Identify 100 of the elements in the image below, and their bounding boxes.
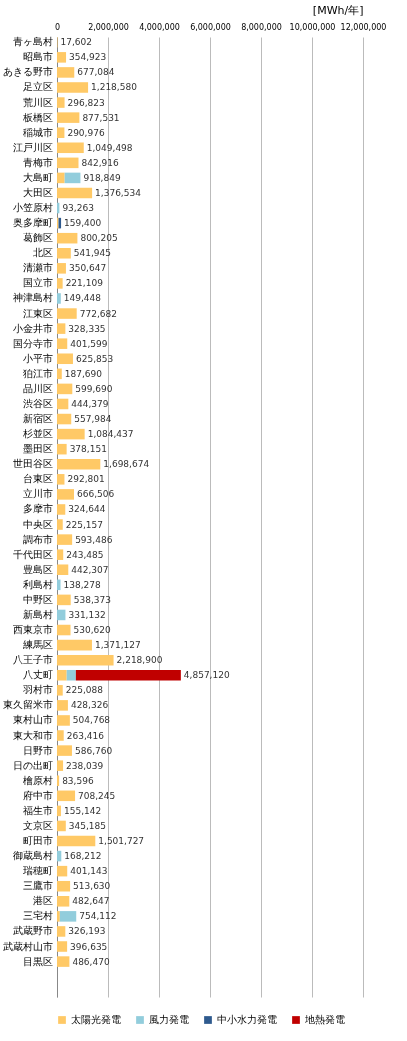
- y-tick-label: 杉並区: [21, 428, 53, 440]
- total-label: 708,245: [78, 790, 116, 801]
- total-label: 666,506: [77, 489, 115, 500]
- total-label: 401,143: [70, 866, 108, 877]
- bar: [57, 624, 71, 636]
- bar: [57, 805, 61, 817]
- total-label: 345,185: [68, 820, 107, 831]
- y-tick-label: 大島町: [22, 171, 53, 183]
- total-label: 328,335: [68, 323, 106, 334]
- total-label: 482,647: [72, 896, 110, 907]
- bar: [57, 458, 101, 470]
- bar: [57, 67, 75, 78]
- total-label: 599,690: [75, 383, 113, 394]
- bar: [57, 368, 62, 380]
- bar: [57, 232, 78, 244]
- x-tick-label: 4,000,000: [139, 22, 180, 32]
- y-tick-label: 北区: [32, 247, 53, 259]
- x-tick-label: 0: [54, 22, 61, 32]
- total-label: 225,157: [65, 519, 103, 530]
- y-tick-label: 板橋区: [21, 111, 53, 123]
- y-tick-label: 三宅村: [22, 910, 53, 922]
- total-label: 396,635: [70, 941, 108, 952]
- total-label: 513,630: [73, 881, 111, 892]
- x-tick-label: 12,000,000: [340, 22, 387, 32]
- total-label: 296,823: [67, 97, 105, 108]
- bar: [57, 519, 63, 530]
- total-label: 225,088: [65, 685, 104, 696]
- total-label: 1,049,498: [86, 142, 133, 153]
- y-tick-label: 品川区: [22, 382, 53, 394]
- bar: [57, 383, 73, 395]
- y-tick-label: 御蔵島村: [12, 850, 53, 862]
- y-tick-label: 奥多摩町: [12, 217, 53, 229]
- total-label: 138,278: [63, 579, 102, 590]
- bar: [75, 669, 181, 681]
- bar: [57, 790, 76, 802]
- bar: [57, 730, 64, 741]
- bar: [59, 911, 77, 922]
- total-label: 187,690: [64, 368, 103, 379]
- total-label: 444,379: [71, 398, 109, 409]
- bar: [57, 700, 68, 711]
- total-label: 324,644: [68, 504, 106, 515]
- bar: [57, 654, 114, 666]
- total-label: 918,849: [83, 172, 121, 183]
- bar: [57, 157, 79, 169]
- total-label: 17,602: [60, 37, 92, 48]
- y-tick-label: 荒川区: [22, 96, 53, 108]
- legend-label: 風力発電: [149, 1014, 189, 1025]
- y-tick-label: 羽村市: [22, 684, 53, 696]
- x-axis-title: [MWh/年]: [312, 3, 364, 17]
- bar: [57, 443, 67, 455]
- y-tick-label: 武蔵野市: [12, 925, 53, 937]
- y-tick-label: 台東区: [22, 473, 53, 485]
- y-tick-label: 中野区: [22, 593, 53, 605]
- bar: [57, 639, 92, 651]
- legend-label: 中小水力発電: [217, 1014, 277, 1025]
- y-tick-label: あきる野市: [2, 66, 53, 78]
- y-tick-label: 東村山市: [12, 714, 53, 726]
- y-tick-label: 小平市: [22, 352, 53, 364]
- bar: [57, 594, 71, 606]
- bar: [57, 880, 71, 892]
- bar: [57, 428, 85, 440]
- bar: [57, 413, 72, 425]
- bar: [57, 926, 66, 937]
- bar: [57, 956, 70, 967]
- total-label: 263,416: [66, 730, 105, 741]
- total-label: 2,218,900: [116, 655, 163, 666]
- bar: [57, 835, 96, 847]
- bar: [57, 775, 60, 787]
- y-tick-label: 練馬区: [21, 639, 53, 651]
- bar: [57, 353, 73, 365]
- total-label: 677,084: [77, 67, 115, 78]
- y-tick-label: 大田区: [22, 186, 53, 198]
- bar: [57, 549, 64, 560]
- y-tick-label: 昭島市: [22, 51, 53, 63]
- total-label: 586,760: [74, 745, 113, 756]
- x-tick-label: 6,000,000: [190, 22, 231, 32]
- total-label: 428,326: [70, 700, 109, 711]
- total-label: 442,307: [71, 564, 109, 575]
- y-tick-label: 豊島区: [22, 563, 53, 575]
- x-tick-label: 2,000,000: [88, 22, 129, 32]
- bar: [57, 504, 66, 515]
- bar: [57, 669, 67, 681]
- bar: [57, 82, 89, 93]
- y-tick-label: 檜原村: [22, 774, 53, 786]
- y-tick-label: 江戸川区: [12, 141, 53, 153]
- total-label: 1,218,580: [91, 82, 138, 93]
- total-label: 1,376,534: [95, 187, 142, 198]
- y-tick-label: 調布市: [22, 533, 53, 545]
- total-label: 168,212: [64, 851, 102, 862]
- y-tick-label: 神津島村: [12, 292, 53, 304]
- bar: [57, 865, 68, 877]
- bar: [57, 97, 65, 108]
- total-label: 541,945: [73, 248, 112, 259]
- bar: [57, 609, 66, 621]
- bar: [57, 308, 77, 319]
- y-tick-label: 国分寺市: [12, 337, 53, 349]
- total-label: 842,916: [81, 157, 119, 168]
- y-tick-label: 日野市: [22, 744, 53, 756]
- bar: [64, 172, 81, 184]
- total-label: 238,039: [66, 760, 104, 771]
